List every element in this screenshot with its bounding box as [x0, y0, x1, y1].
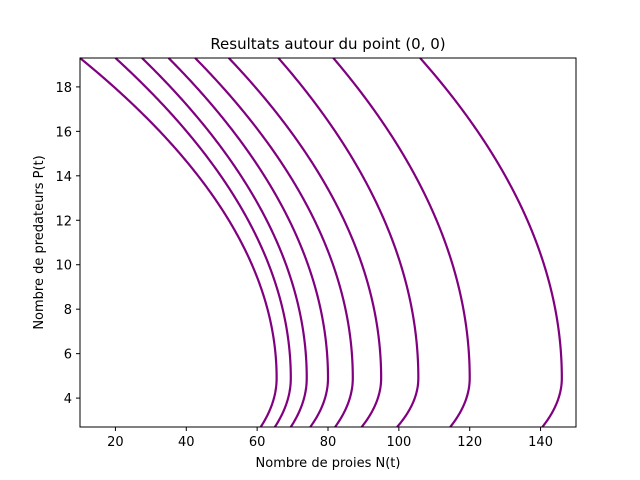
- y-axis-ticks: 4 6 8 10 12 14 16 18: [55, 81, 80, 407]
- curves-group: [79, 57, 563, 428]
- y-tick-label: 16: [55, 125, 72, 140]
- trajectory-curve-2: [114, 57, 292, 428]
- trajectory-curve-4: [167, 57, 330, 428]
- trajectory-curve-7: [277, 57, 420, 428]
- trajectory-curve-8: [332, 57, 471, 428]
- y-tick-label: 14: [55, 170, 72, 185]
- x-tick-label: 40: [178, 435, 195, 450]
- y-tick-label: 18: [55, 81, 72, 96]
- y-tick-label: 6: [64, 348, 72, 363]
- y-axis-label: Nombre de predateurs P(t): [32, 155, 47, 329]
- x-tick-label: 60: [249, 435, 266, 450]
- trajectory-curve-1: [79, 57, 278, 428]
- chart-title: Resultats autour du point (0, 0): [210, 35, 445, 53]
- y-tick-label: 4: [64, 392, 72, 407]
- x-tick-label: 20: [107, 435, 124, 450]
- x-axis-ticks: 20 40 60 80 100 120 140: [107, 427, 553, 450]
- x-axis-label: Nombre de proies N(t): [256, 456, 401, 471]
- trajectory-curve-5: [194, 57, 354, 428]
- x-tick-label: 100: [386, 435, 411, 450]
- trajectory-curve-3: [141, 57, 308, 428]
- trajectory-curve-6: [228, 57, 383, 428]
- y-tick-label: 8: [64, 303, 72, 318]
- x-tick-label: 140: [528, 435, 553, 450]
- x-tick-label: 120: [457, 435, 482, 450]
- trajectory-curve-9: [419, 57, 563, 428]
- x-tick-label: 80: [320, 435, 337, 450]
- y-tick-label: 12: [55, 214, 72, 229]
- y-tick-label: 10: [55, 259, 72, 274]
